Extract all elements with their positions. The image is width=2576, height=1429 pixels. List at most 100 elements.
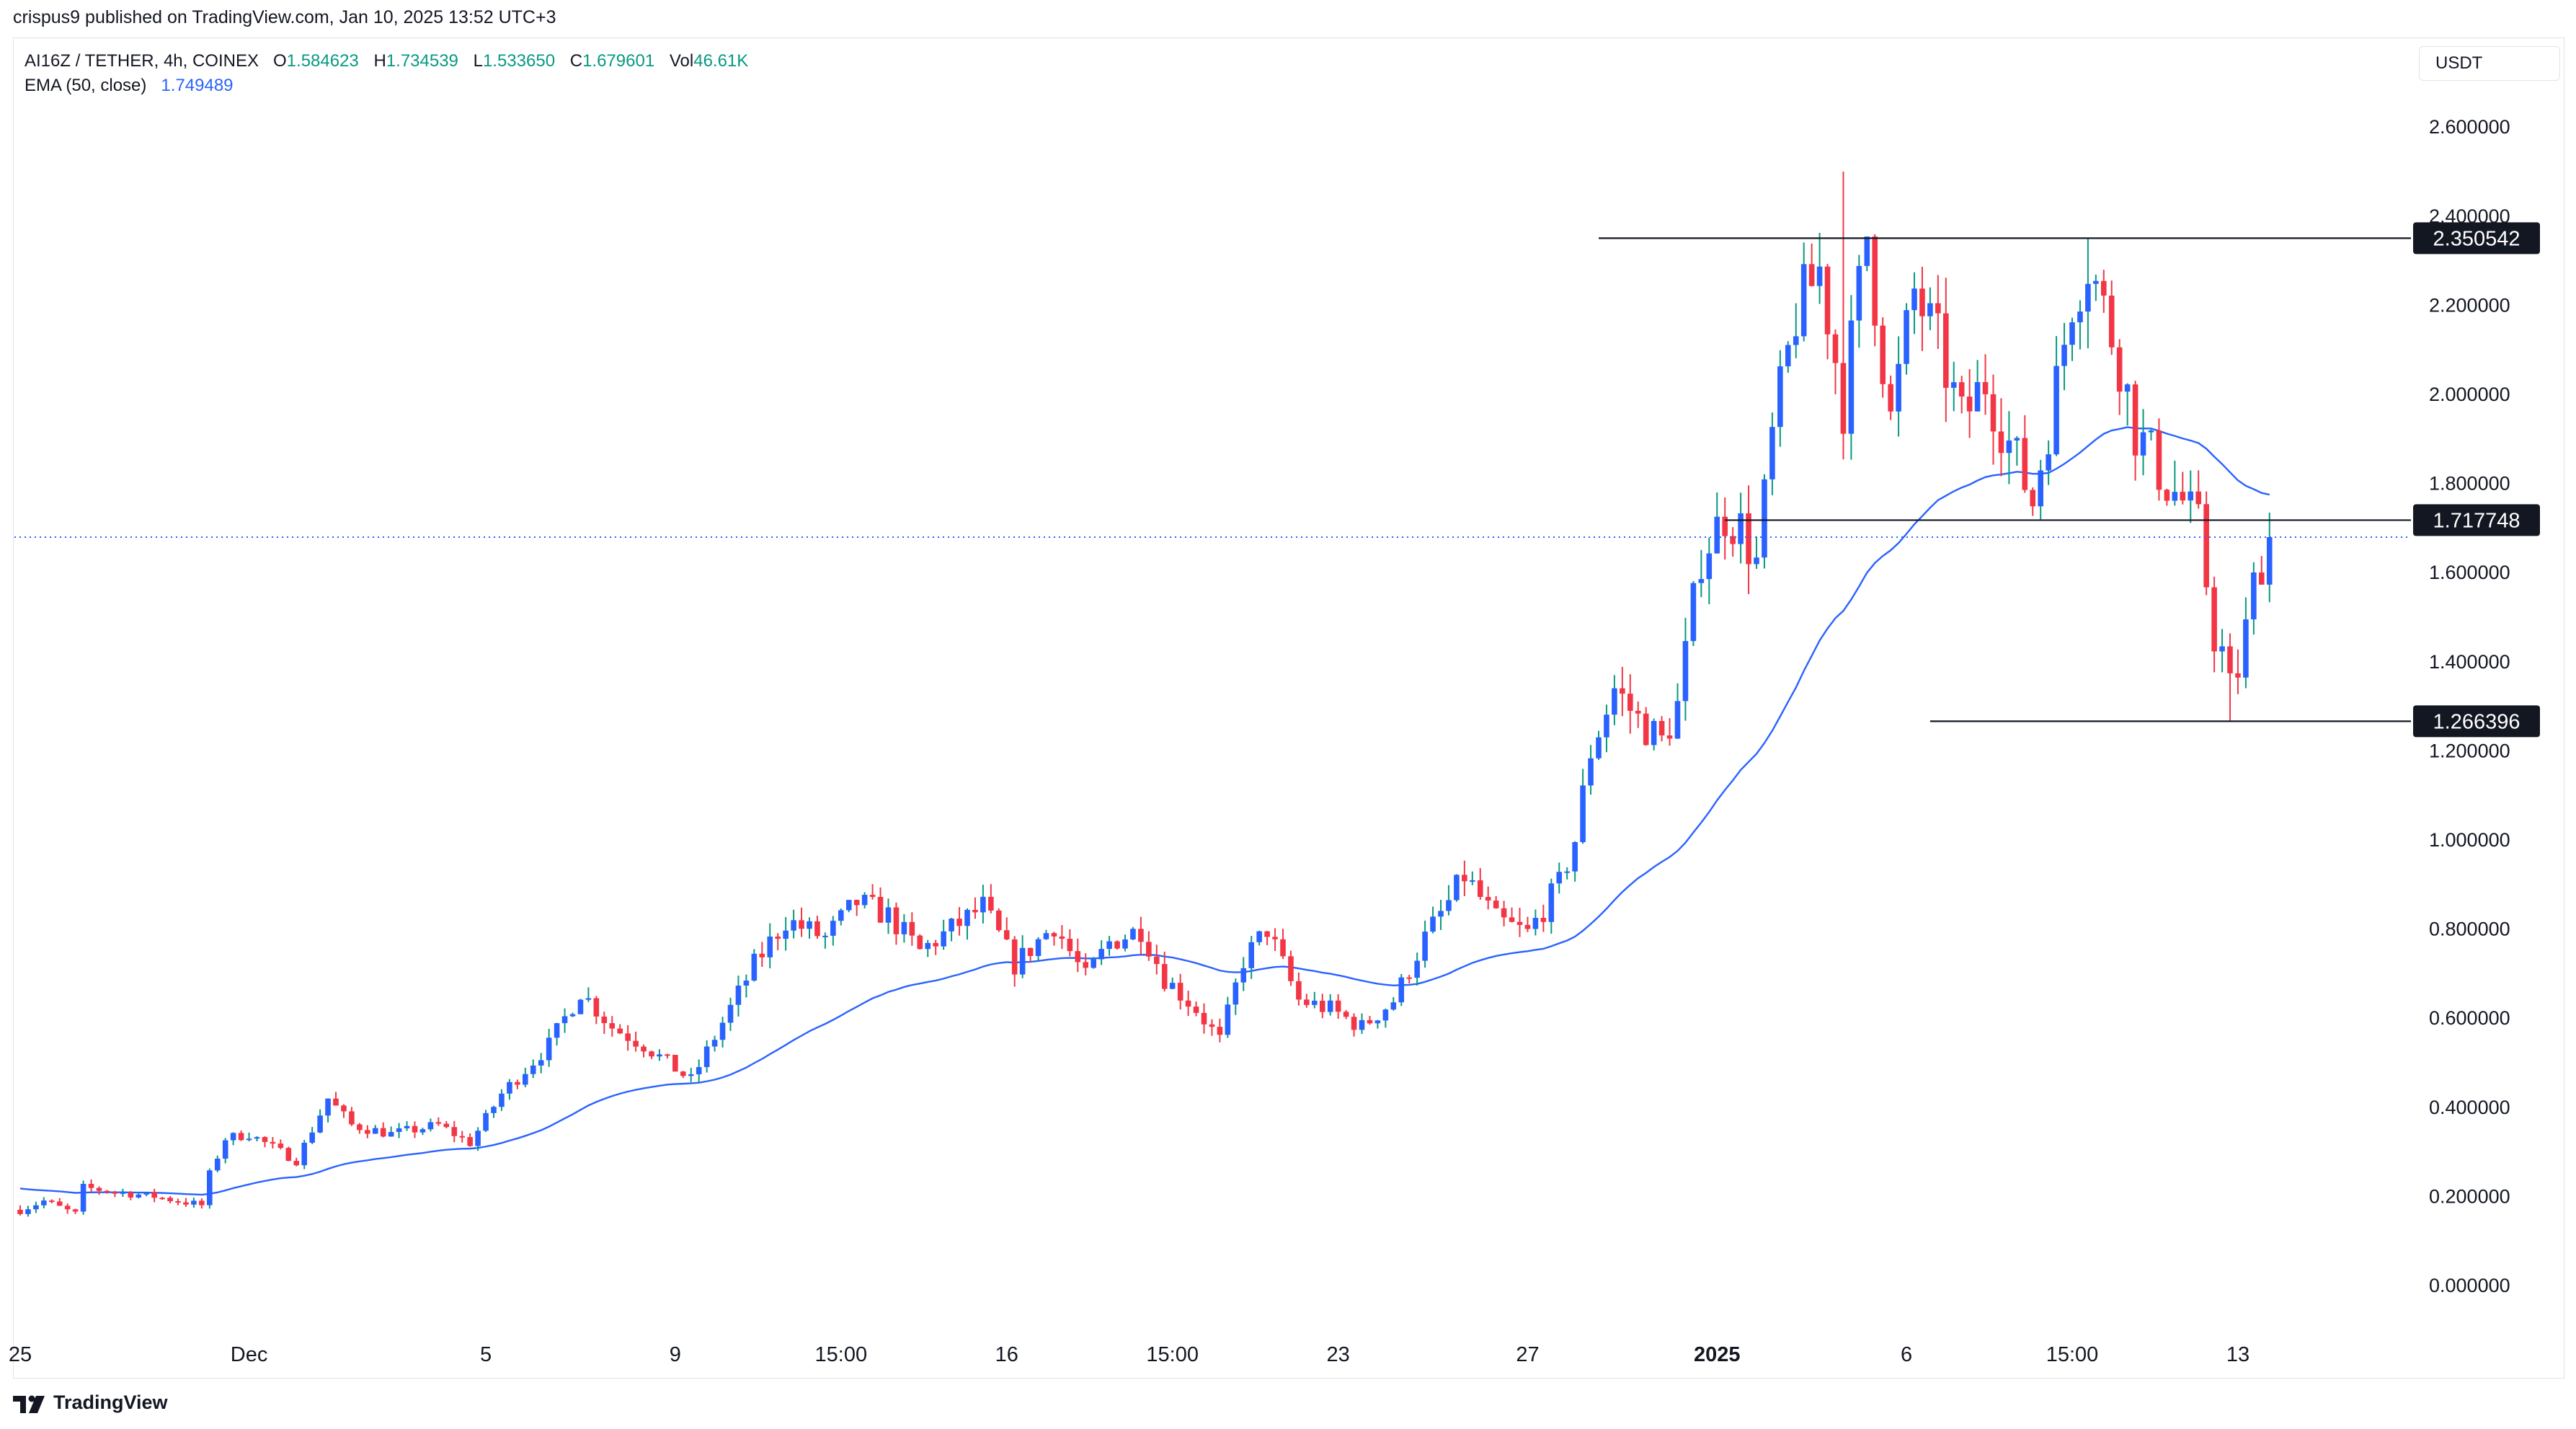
- candle-body: [72, 1209, 79, 1212]
- candle-body: [1769, 427, 1775, 479]
- candle-body: [207, 1170, 213, 1205]
- candle: [230, 1132, 236, 1146]
- candle: [688, 1068, 694, 1083]
- candle: [80, 1180, 86, 1215]
- candle: [1762, 474, 1767, 569]
- candle-body: [1596, 737, 1602, 758]
- candle-body: [822, 935, 828, 937]
- candle-body: [1003, 930, 1010, 939]
- candle-body: [159, 1198, 165, 1200]
- candle: [2046, 440, 2051, 485]
- candle-body: [2156, 430, 2162, 490]
- symbol-title[interactable]: AI16Z / TETHER, 4h, COINEX: [25, 51, 259, 71]
- candle: [451, 1120, 458, 1143]
- candle-body: [1398, 977, 1405, 1003]
- price-axis[interactable]: 0.000000 0.200000 0.400000 0.600000 0.800000…: [2429, 116, 2510, 1296]
- candle: [17, 1205, 23, 1216]
- candle-body: [1643, 713, 1649, 746]
- ema-label[interactable]: EMA (50, close): [25, 76, 147, 95]
- candle-body: [727, 1004, 734, 1023]
- currency-button[interactable]: USDT: [2419, 46, 2560, 81]
- time-tick-label: 27: [1516, 1343, 1539, 1366]
- candle: [1177, 973, 1183, 1010]
- time-axis[interactable]: 25 Dec 5 9 15:00 16 15:00 23 27 2025 6 15:00 13: [9, 1343, 2249, 1366]
- candle: [2006, 411, 2012, 485]
- candle-body: [1335, 1000, 1341, 1012]
- chart-frame[interactable]: [13, 37, 2564, 1379]
- candle-body: [2140, 432, 2146, 456]
- candle-body: [1958, 382, 1965, 397]
- time-tick-label: 13: [2226, 1343, 2249, 1366]
- candle-body: [569, 1014, 576, 1017]
- candle: [861, 892, 868, 908]
- candle-body: [941, 931, 946, 947]
- level-label: 1.717748: [2433, 509, 2521, 532]
- candle: [25, 1205, 31, 1217]
- ema-line: [19, 426, 2270, 1196]
- candle-body: [254, 1137, 260, 1139]
- candle-body: [1998, 431, 2004, 454]
- candle-body: [1462, 875, 1467, 882]
- candle-body: [443, 1123, 450, 1128]
- open-value: 1.584623: [286, 51, 359, 71]
- tradingview-branding[interactable]: TradingView: [13, 1392, 168, 1414]
- candle-body: [1904, 310, 1909, 364]
- candle: [2093, 274, 2099, 301]
- candle-body: [1351, 1017, 1357, 1030]
- price-tick-label: 1.400000: [2429, 651, 2510, 673]
- candle-body: [585, 998, 592, 1000]
- candle: [41, 1197, 47, 1208]
- candle-body: [1896, 363, 1901, 412]
- candle: [1169, 977, 1176, 990]
- candle: [1493, 895, 1499, 909]
- candle-body: [1201, 1012, 1207, 1025]
- candle-body: [1011, 939, 1018, 975]
- candle-body: [1438, 911, 1444, 917]
- time-tick-label: 15:00: [1146, 1343, 1199, 1366]
- candle-body: [349, 1111, 355, 1125]
- candle: [980, 885, 986, 924]
- candle-body: [1296, 981, 1302, 1000]
- candle: [1240, 957, 1247, 991]
- candle-body: [1035, 939, 1041, 956]
- candle: [64, 1203, 71, 1214]
- candle-body: [1501, 908, 1507, 918]
- candle: [2140, 409, 2146, 476]
- candle: [49, 1199, 55, 1203]
- candle-body: [1848, 320, 1855, 434]
- candle-body: [1524, 924, 1531, 929]
- volume-value: 46.61K: [693, 51, 749, 71]
- candle-body: [1106, 941, 1112, 950]
- candles-layer: [17, 172, 2273, 1217]
- candle-body: [412, 1125, 418, 1133]
- candle-body: [1138, 929, 1144, 942]
- candle-body: [1019, 947, 1026, 975]
- candle: [96, 1186, 102, 1195]
- candle-body: [1091, 959, 1096, 968]
- ohlc-row: AI16Z / TETHER, 4h, COINEX O1.584623 H1.…: [25, 49, 758, 74]
- close-label: C: [569, 51, 583, 71]
- candle-body: [222, 1140, 228, 1159]
- high-label: H: [373, 51, 386, 71]
- candle-body: [2259, 572, 2265, 585]
- candle-body: [1966, 397, 1973, 412]
- candle: [1777, 350, 1783, 447]
- candle: [1217, 1018, 1223, 1043]
- candle: [1043, 929, 1049, 940]
- candle-body: [1248, 942, 1254, 968]
- candle: [2101, 270, 2107, 313]
- candle-body: [901, 921, 907, 934]
- candle: [1785, 341, 1791, 373]
- candle-body: [719, 1022, 726, 1040]
- candle-body: [120, 1192, 126, 1194]
- candle-body: [1800, 264, 1807, 337]
- candle-body: [1690, 583, 1697, 642]
- candle: [246, 1132, 252, 1142]
- candle: [459, 1131, 465, 1143]
- candle: [799, 907, 804, 937]
- candle-body: [711, 1040, 718, 1047]
- candle: [885, 898, 892, 934]
- candle-body: [25, 1209, 31, 1214]
- candle-body: [1343, 1012, 1349, 1017]
